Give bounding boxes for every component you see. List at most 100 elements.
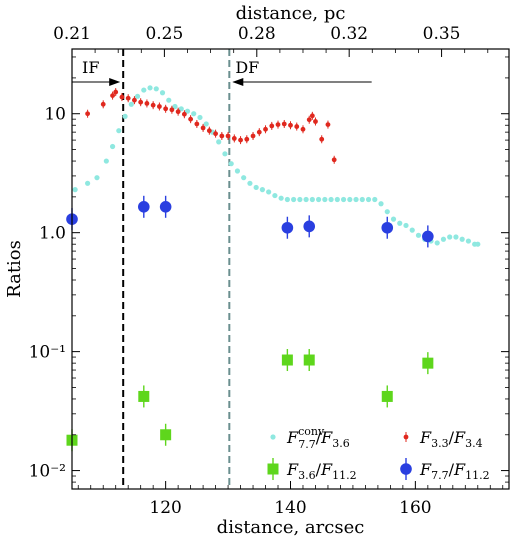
ratio-33-34-point xyxy=(250,133,256,139)
plot-frame xyxy=(71,48,510,490)
conv-ratio-point xyxy=(390,216,397,222)
conv-ratio-point xyxy=(353,196,359,203)
ratio-36-112-point xyxy=(303,354,315,366)
bottom-axis-title: distance, arcsec xyxy=(217,517,365,538)
ratio-77-112-point xyxy=(381,221,394,234)
conv-ratio-point xyxy=(409,227,415,233)
legend-label-part: F xyxy=(286,460,299,479)
ratio-33-34-point xyxy=(125,95,131,101)
conv-ratio-point xyxy=(291,196,297,203)
conv-ratio-point xyxy=(147,85,153,91)
conv-ratio-point xyxy=(197,114,203,121)
conv-ratio-point xyxy=(297,196,303,203)
ratio-33-34-point xyxy=(319,136,325,142)
legend-label-part: / xyxy=(449,428,455,447)
legend-label-part: F xyxy=(419,428,432,447)
ratio-33-34-point xyxy=(300,126,306,132)
legend-label-part: 3.6 xyxy=(298,469,316,482)
ratio-33-34-point xyxy=(132,97,137,103)
legend-label-part: 7.7 xyxy=(298,438,316,451)
legend-label-part: conv xyxy=(298,425,325,438)
conv-ratio-point xyxy=(447,234,453,240)
legend-label-part: 7.7 xyxy=(431,469,449,482)
if-label: IF xyxy=(82,58,99,77)
y-tick-label: 1.0 xyxy=(39,224,66,244)
ratio-77-112-point xyxy=(159,200,172,213)
ratio-33-34-point xyxy=(200,125,206,131)
conv-ratio-point xyxy=(272,192,278,199)
legend-label-part: 11.2 xyxy=(332,469,357,482)
region-layer: IF DF xyxy=(72,49,372,489)
ratio-33-34-point xyxy=(313,119,318,124)
conv-ratio-point xyxy=(397,220,403,226)
legend-label: F7.7/F11.2 xyxy=(419,460,490,482)
legend-label-part: 11.2 xyxy=(465,469,490,482)
ratio-33-34-point xyxy=(219,133,225,139)
ratio-33-34-point xyxy=(181,111,187,117)
ticks-layer: 120 140 160 0.21 0.25 0.28 0.32 0.35 10⁻² 10⁻¹ 1.0… xyxy=(29,24,509,518)
conv-ratio-point xyxy=(378,201,384,207)
conv-ratio-point xyxy=(384,209,390,215)
legend: Fconv 7.7/F3.6 F3.3/F3.4F3.6/F11.2 F7.7/F11… xyxy=(267,425,490,482)
conv-ratio-point xyxy=(172,103,178,110)
ratio-33-34-point xyxy=(306,117,312,123)
conv-ratio-point xyxy=(159,90,166,96)
conv-ratio-point xyxy=(359,196,365,203)
ratio-33-34-point xyxy=(269,123,275,129)
conv-ratio-point xyxy=(234,168,241,174)
conv-ratio-point xyxy=(203,121,209,127)
ratio-33-34-point xyxy=(194,121,200,127)
legend-label-part: 3.6 xyxy=(332,437,350,450)
conv-ratio-point xyxy=(166,97,172,103)
ratio-33-34-point xyxy=(110,93,115,99)
ratio-33-34-point xyxy=(138,99,144,105)
ratio-33-34-point xyxy=(238,137,243,143)
legend-label-part: / xyxy=(316,460,322,479)
legend-label-part: F xyxy=(320,460,333,479)
ratio-33-34-point xyxy=(119,94,125,100)
x-tick-label: 120 xyxy=(149,498,181,518)
x-tick-label: 160 xyxy=(399,498,431,518)
conv-ratio-point xyxy=(284,196,290,203)
conv-ratio-point xyxy=(453,234,459,240)
ratio-33-34-point xyxy=(225,133,231,139)
ratio-33-34-point xyxy=(275,122,281,128)
top-tick-label: 0.25 xyxy=(145,24,183,44)
legend-label: F3.3/F3.4 xyxy=(419,428,483,450)
conv-ratio-point xyxy=(340,196,347,203)
df-arrow-head xyxy=(232,78,244,86)
conv-ratio-point xyxy=(122,113,128,119)
conv-ratio-point xyxy=(334,196,340,203)
conv-ratio-point xyxy=(259,187,266,193)
legend-label-part: F xyxy=(286,428,299,447)
ratio-77-112-point xyxy=(422,230,434,243)
ratio-33-34-point xyxy=(281,121,287,127)
x-tick-label: 140 xyxy=(274,498,306,518)
ratio-77-112-point xyxy=(281,221,294,234)
y-tick-label: 10⁻² xyxy=(29,462,66,482)
conv-ratio-point xyxy=(347,196,353,203)
ratio-33-34-point xyxy=(100,101,106,107)
conv-ratio-point xyxy=(128,101,134,107)
top-tick-label: 0.21 xyxy=(53,24,91,44)
ratio-33-34-point xyxy=(188,116,194,122)
ratio-33-34-point xyxy=(331,157,337,163)
ratio-33-34-point xyxy=(163,106,169,112)
ratio-33-34-point xyxy=(113,89,119,95)
conv-ratio-point xyxy=(216,139,222,145)
ratio-33-34-point xyxy=(325,122,331,128)
legend-label: Fconv 7.7/F3.6 xyxy=(286,425,350,451)
ratio-33-34-point xyxy=(309,113,315,119)
top-axis-title: distance, pc xyxy=(236,3,346,24)
conv-ratio-point xyxy=(253,184,259,191)
ratio-33-34-point xyxy=(175,109,181,115)
legend-label-part: / xyxy=(316,428,322,447)
data-layer xyxy=(66,85,481,452)
y-tick-label: 10 xyxy=(44,105,66,125)
ratio-77-112-point xyxy=(303,220,316,233)
ratio-36-112-point xyxy=(281,354,293,366)
conv-ratio-point xyxy=(228,161,234,167)
conv-ratio-point xyxy=(328,196,334,203)
conv-ratio-point xyxy=(315,196,322,203)
top-tick-label: 0.32 xyxy=(330,24,368,44)
